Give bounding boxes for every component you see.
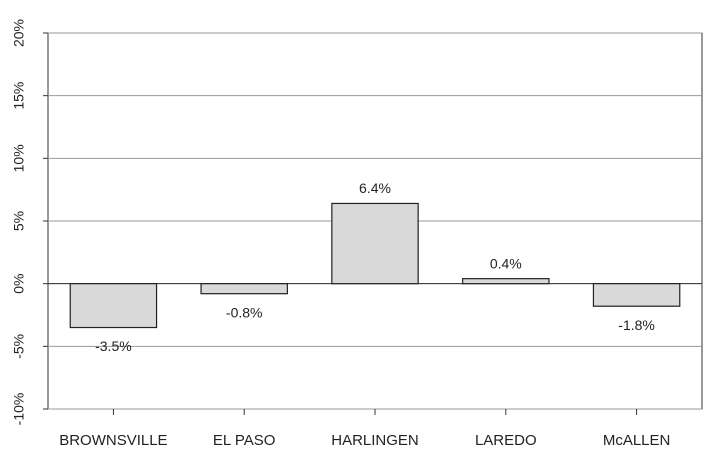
y-tick-label: 0% bbox=[11, 274, 27, 294]
y-tick-label: 15% bbox=[11, 82, 27, 110]
y-tick-label: -5% bbox=[11, 334, 27, 359]
x-tick-label: HARLINGEN bbox=[331, 432, 419, 449]
x-tick-label: McALLEN bbox=[603, 432, 671, 449]
data-label: -1.8% bbox=[618, 317, 655, 333]
data-label: -3.5% bbox=[95, 338, 132, 354]
bar bbox=[200, 283, 288, 295]
bar bbox=[69, 283, 158, 329]
bar bbox=[462, 278, 550, 285]
y-tick-label: 20% bbox=[11, 19, 27, 47]
data-label: 6.4% bbox=[359, 180, 391, 196]
y-tick-label: 10% bbox=[11, 144, 27, 172]
x-tick-label: LAREDO bbox=[475, 432, 537, 449]
data-label: 0.4% bbox=[490, 255, 522, 271]
x-tick-label: EL PASO bbox=[213, 432, 276, 449]
bar bbox=[331, 202, 419, 285]
bar bbox=[592, 283, 681, 307]
x-tick-label: BROWNSVILLE bbox=[59, 432, 167, 449]
y-tick-label: 5% bbox=[11, 211, 27, 231]
y-tick-label: -10% bbox=[11, 393, 27, 426]
data-label: -0.8% bbox=[226, 304, 263, 320]
